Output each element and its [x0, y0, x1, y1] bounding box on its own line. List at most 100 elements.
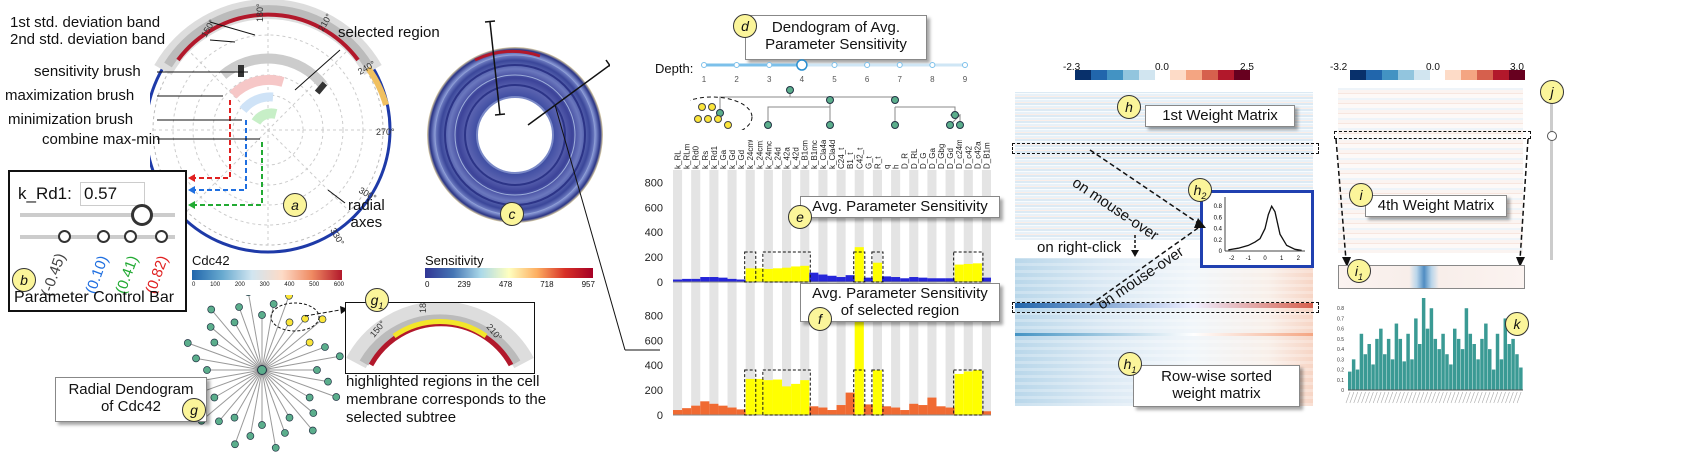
- badge-k: k: [1505, 312, 1529, 336]
- connector-line: [554, 104, 660, 351]
- k-bar: [1476, 359, 1480, 390]
- dendro-node: [235, 303, 243, 311]
- selected-node: [305, 338, 314, 347]
- sens-tick: 718: [540, 280, 554, 289]
- k-xtick: [1396, 391, 1401, 404]
- bar-f: [981, 411, 991, 415]
- ring-heatmap-c[interactable]: [420, 20, 610, 250]
- k-bar: [1414, 318, 1418, 390]
- dendro-edge: [210, 309, 244, 348]
- param-label: D_Gd: [946, 148, 955, 169]
- handle-1[interactable]: [58, 230, 71, 243]
- bar-f: [936, 406, 946, 415]
- dendro-edge: [266, 303, 275, 341]
- highlight-box-f: [744, 369, 757, 416]
- k-xtick: [1509, 391, 1514, 404]
- weight-row-highlight-1: [1012, 143, 1319, 154]
- k-bar: [1406, 333, 1410, 390]
- cdc-tick: 600: [333, 282, 344, 288]
- param-value-input[interactable]: 0.57: [80, 182, 145, 206]
- highlight-box-f: [953, 369, 984, 416]
- column-stripe: [673, 170, 683, 415]
- chart-f-ytick: 800: [645, 310, 663, 322]
- highlight-box-e: [762, 251, 811, 283]
- density-xtick: -2: [1229, 256, 1235, 262]
- label-max-brush: maximization brush: [5, 87, 135, 104]
- column-stripe: [763, 170, 773, 415]
- dendro-node: [230, 318, 239, 327]
- handle-2[interactable]: [97, 230, 110, 243]
- dendro-node: [308, 426, 317, 435]
- dendro-edge: [291, 374, 329, 383]
- density-xtick: 1: [1280, 256, 1284, 262]
- k-xtick: [1493, 391, 1499, 404]
- param-name: k_Rd1:: [18, 184, 72, 203]
- svg-text:180°: 180°: [255, 3, 265, 22]
- radial-dendrogram-g[interactable]: [180, 295, 350, 465]
- bar-e: [709, 277, 719, 282]
- bar-f: [963, 371, 973, 415]
- k-bar: [1460, 349, 1465, 390]
- dendro-node: [230, 413, 239, 422]
- j-slider-handle[interactable]: [1547, 131, 1557, 141]
- dendro-node: [206, 323, 215, 331]
- badge-g: g: [182, 398, 206, 422]
- k-xtick: [1474, 391, 1479, 404]
- dendro-node: [269, 300, 278, 308]
- dendro-edge: [266, 399, 277, 448]
- value-slider-handle[interactable]: [131, 204, 153, 226]
- bar-e: [936, 278, 946, 282]
- depth-slider-and-dendrogram[interactable]: 1 2 3 4 5 6 7 8 9: [690, 55, 975, 130]
- handle-4[interactable]: [155, 230, 168, 243]
- param-label: k_24mc: [764, 141, 773, 169]
- sensitivity-ticks: 0 239 478 718 957: [425, 280, 595, 289]
- i-legend-min: -3.2: [1330, 62, 1348, 73]
- j-slider-track[interactable]: [1550, 100, 1553, 260]
- leader-lines-a: [157, 21, 346, 204]
- highlight-box-f: [871, 369, 884, 416]
- depth-handle: [796, 59, 808, 71]
- dendro-node: [324, 377, 332, 386]
- dendro-edge: [195, 357, 233, 366]
- bar-f: [772, 379, 783, 415]
- chart-f-title: Avg. Parameter Sensitivity of selected r…: [800, 283, 1000, 322]
- bar-e: [682, 278, 692, 282]
- k-xtick: [1353, 391, 1359, 404]
- param-label: k_B1mc: [810, 140, 819, 169]
- cdc42-colorbar: [192, 270, 342, 280]
- depth-tick: 1: [702, 75, 707, 84]
- param-label: B1_t: [846, 152, 855, 169]
- selected-node: [708, 103, 716, 111]
- label-sensitivity-brush: sensitivity brush: [34, 63, 141, 80]
- param-bar-title: Parameter Control Bar: [14, 289, 175, 306]
- k-xtick: [1376, 391, 1382, 404]
- sensitivity-colorbar: [425, 268, 593, 278]
- sorted-matrix-title: Row-wise sorted weight matrix: [1133, 365, 1300, 407]
- bar-e: [900, 278, 910, 282]
- dendro-node: [215, 417, 223, 426]
- param-label: D_Gbg: [937, 144, 946, 169]
- k-bar-chart[interactable]: 0.8 0.7 0.6 0.5 0.4 0.3 0.2 0.1 0: [1330, 295, 1530, 435]
- bar-f: [782, 386, 792, 415]
- selected-node: [724, 121, 732, 129]
- bar-f: [727, 407, 737, 415]
- dendro-edge: [214, 384, 237, 398]
- handle-3[interactable]: [124, 230, 137, 243]
- depth-tick-dot: [701, 62, 707, 68]
- k-bar: [1363, 354, 1368, 390]
- k-xtick: [1446, 391, 1452, 404]
- k-xtick: [1477, 391, 1483, 404]
- selected-node: [698, 103, 706, 111]
- depth-label: Depth:: [655, 61, 694, 76]
- weight-matrix-4[interactable]: [1338, 88, 1523, 253]
- dendro-edge: [276, 395, 290, 418]
- dendro-node: [192, 354, 200, 363]
- sens-tick: 478: [498, 280, 513, 289]
- dendrogram-edges: [719, 90, 962, 126]
- cdc42-legend-title: Cdc42: [192, 253, 230, 268]
- dendro-edge: [284, 388, 314, 414]
- k-ytick: 0.3: [1337, 357, 1344, 363]
- column-stripe: [691, 170, 701, 415]
- value-slider-track[interactable]: [20, 213, 175, 217]
- k-xtick: [1400, 391, 1405, 404]
